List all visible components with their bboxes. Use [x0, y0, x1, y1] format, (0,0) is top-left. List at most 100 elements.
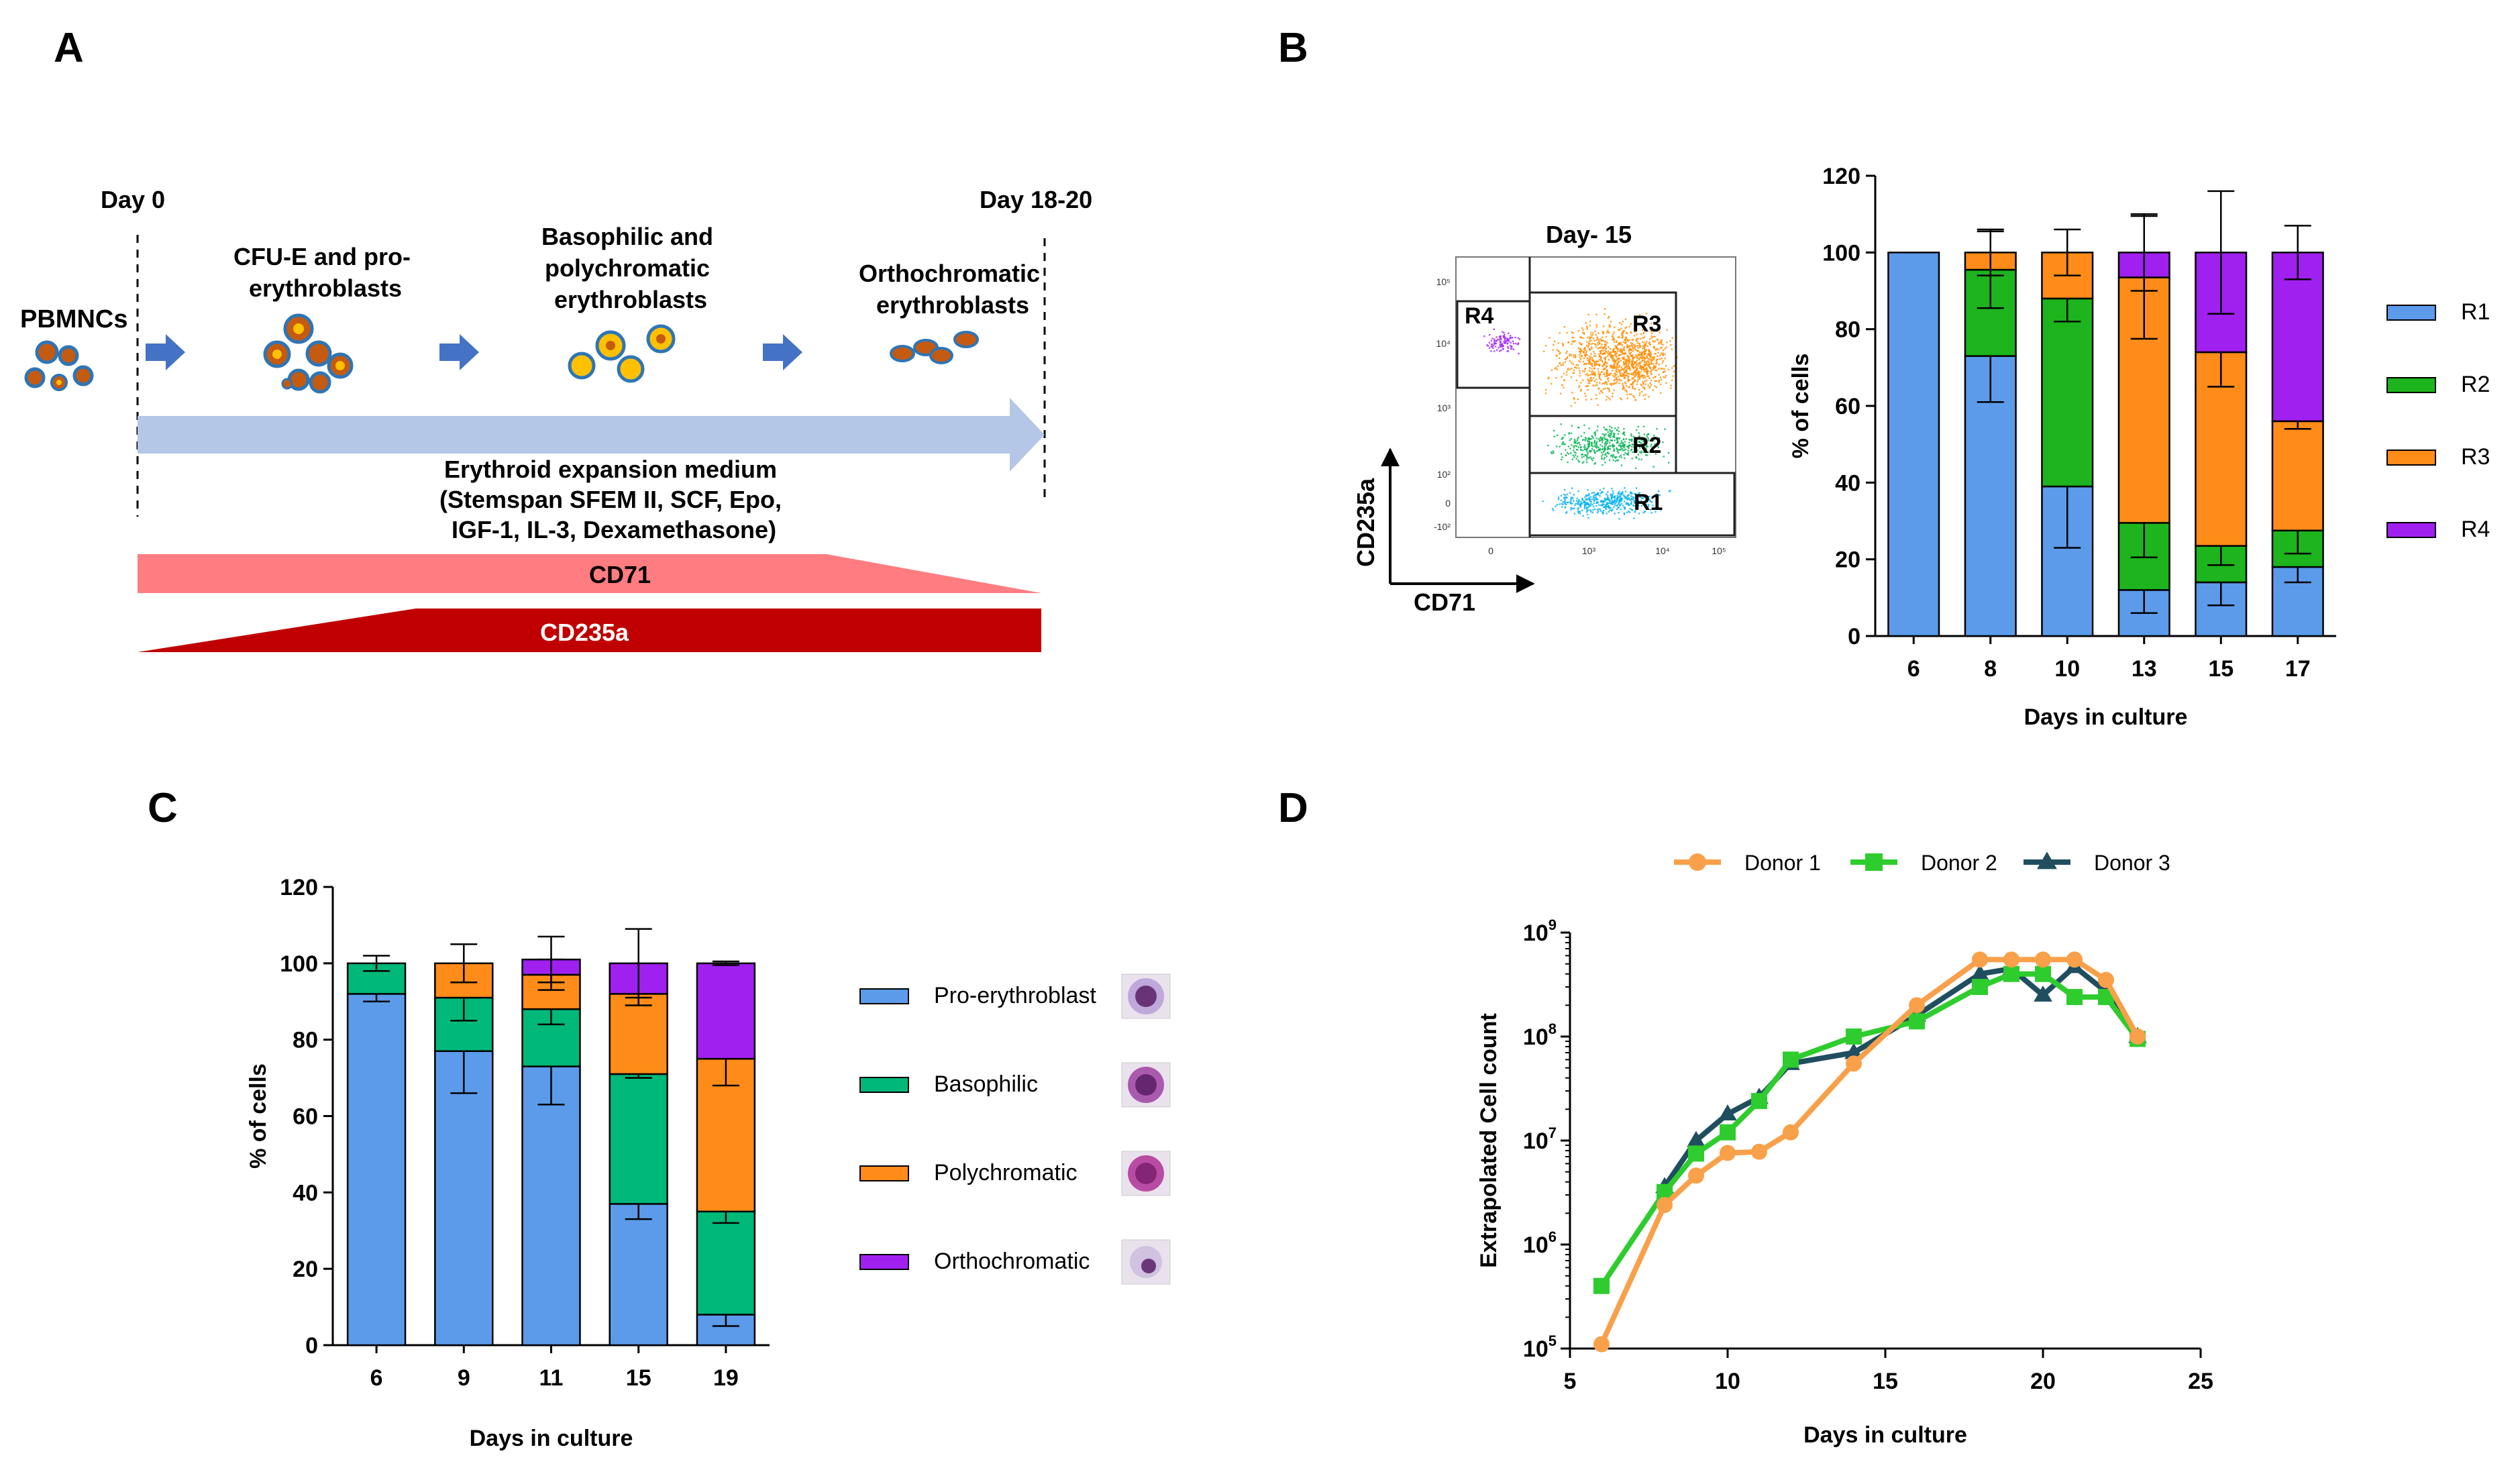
flow-dot-r3 [1648, 363, 1650, 365]
flow-dot-r3 [1643, 369, 1646, 371]
flow-dot-r3 [1595, 362, 1597, 364]
flow-dot-r3 [1620, 399, 1622, 401]
flow-dot-r2 [1597, 446, 1599, 449]
flow-dot-r3 [1612, 339, 1614, 341]
flow-dot-r1 [1651, 496, 1653, 498]
legend-label: Donor 2 [1921, 851, 1997, 875]
flow-dot-r3 [1606, 369, 1608, 371]
flow-dot-r3 [1630, 373, 1632, 375]
flow-dot-r3 [1577, 360, 1580, 362]
flow-dot-r2 [1612, 456, 1614, 458]
flow-dot-r2 [1583, 448, 1586, 450]
flow-dot-r3 [1633, 347, 1635, 349]
flow-dot-r3 [1584, 392, 1586, 394]
flow-dot-r3 [1595, 324, 1597, 326]
flow-dot-r3 [1645, 329, 1647, 332]
flow-dot-r3 [1626, 364, 1628, 366]
flow-dot-r3 [1585, 363, 1587, 365]
flow-dot-r3 [1617, 329, 1620, 331]
flow-dot-r3 [1592, 372, 1594, 374]
flow-dot-r2 [1632, 451, 1634, 454]
flow-dot-r3 [1604, 340, 1606, 343]
flow-dot-r4 [1504, 337, 1506, 339]
flow-dot-r1 [1586, 507, 1588, 509]
flow-dot-r3 [1633, 396, 1635, 399]
flow-dot-r3 [1599, 355, 1601, 357]
flow-dot-r3 [1650, 379, 1652, 382]
flow-dot-r3 [1605, 366, 1608, 368]
flow-dot-r3 [1627, 379, 1630, 381]
flow-dot-r1 [1655, 511, 1657, 513]
flow-dot-r1 [1570, 507, 1572, 509]
flow-dot-r3 [1545, 392, 1547, 394]
flow-dot-r3 [1660, 343, 1662, 345]
flow-dot-r3 [1620, 375, 1622, 377]
flow-dot-r3 [1660, 392, 1662, 394]
flow-dot-r3 [1636, 368, 1638, 370]
flow-dot-r3 [1593, 351, 1595, 353]
flow-dot-r1 [1618, 490, 1620, 493]
flow-dot-r2 [1633, 446, 1635, 448]
flow-dot-r3 [1632, 377, 1634, 379]
data-point-donor-1 [1657, 1197, 1673, 1214]
flow-dot-r3 [1615, 366, 1617, 368]
flow-dot-r3 [1622, 384, 1624, 386]
flow-dot-r2 [1643, 433, 1646, 435]
flow-dot-r3 [1661, 354, 1664, 356]
flow-dot-r3 [1593, 339, 1595, 341]
flow-dot-r1 [1587, 513, 1589, 516]
flow-dot-r1 [1591, 498, 1593, 500]
flow-dot-r3 [1621, 344, 1623, 346]
flow-dot-r3 [1582, 370, 1584, 372]
flow-dot-r3 [1597, 332, 1599, 334]
flow-dot-r3 [1543, 350, 1545, 352]
flow-dot-r1 [1591, 504, 1593, 506]
flow-dot-r2 [1573, 447, 1575, 449]
bar-segment-r3 [2271, 420, 2324, 532]
flow-dot-r1 [1624, 500, 1626, 503]
flow-dot-r3 [1612, 365, 1614, 367]
flow-dot-r3 [1572, 372, 1574, 374]
flow-dot-r2 [1642, 425, 1645, 427]
flow-dot-r4 [1507, 350, 1510, 352]
flow-dot-r3 [1660, 340, 1662, 342]
flow-dot-r3 [1622, 353, 1624, 355]
flow-dot-r3 [1649, 354, 1651, 356]
flow-dot-r3 [1642, 345, 1644, 348]
flow-dot-r2 [1569, 447, 1571, 450]
flow-dot-r4 [1509, 337, 1512, 339]
data-point-donor-3 [2034, 985, 2052, 1002]
flow-dot-r2 [1624, 441, 1626, 443]
flow-dot-r3 [1589, 378, 1591, 380]
flow-dot-r2 [1587, 457, 1590, 459]
flow-dot-r3 [1616, 374, 1618, 376]
flow-dot-r3 [1634, 374, 1636, 376]
flow-dot-r3 [1575, 379, 1578, 382]
flow-dot-r3 [1598, 376, 1600, 378]
flow-dot-r2 [1607, 439, 1609, 441]
flow-dot-r3 [1604, 382, 1606, 385]
flow-dot-r1 [1570, 503, 1573, 505]
flow-dot-r3 [1647, 384, 1649, 386]
flow-dot-r3 [1622, 349, 1624, 351]
flow-dot-r3 [1598, 340, 1600, 342]
flow-dot-r3 [1604, 348, 1607, 350]
flow-dot-r2 [1567, 445, 1570, 447]
flow-dot-r1 [1632, 509, 1634, 511]
flow-dot-r2 [1612, 435, 1614, 438]
flow-dot-r3 [1582, 351, 1584, 353]
flow-dot-r3 [1548, 337, 1551, 339]
flow-dot-r4 [1500, 335, 1502, 337]
flow-dot-r3 [1594, 330, 1596, 333]
flow-dot-r3 [1558, 350, 1560, 352]
flow-dot-r1 [1557, 496, 1560, 498]
flow-dot-r1 [1593, 500, 1595, 502]
flow-dot-r3 [1589, 361, 1591, 363]
flow-dot-r3 [1599, 350, 1601, 352]
flow-dot-r3 [1583, 332, 1585, 334]
flow-dot-r3 [1621, 350, 1623, 352]
flow-dot-r3 [1589, 338, 1591, 340]
flow-dot-r3 [1644, 343, 1647, 345]
flow-dot-r1 [1609, 500, 1611, 503]
